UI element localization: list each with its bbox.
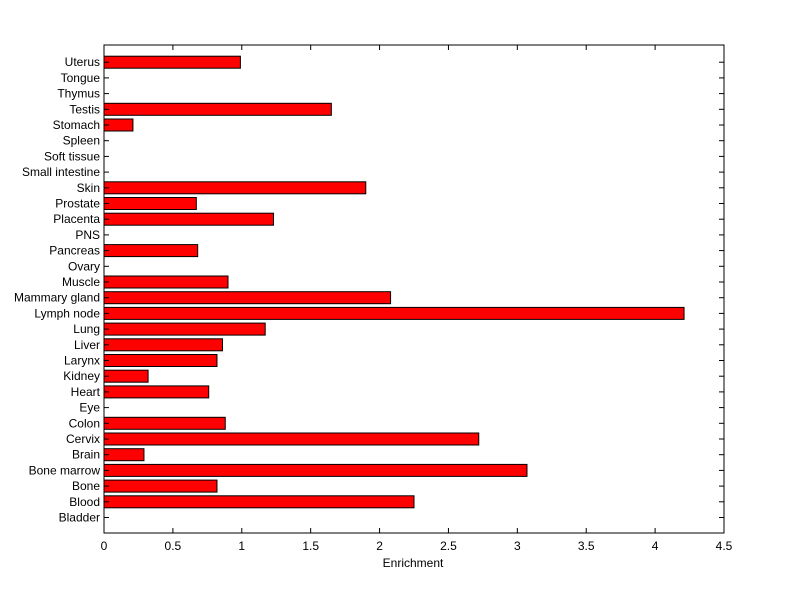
x-tick-label: 3.5 bbox=[578, 539, 595, 553]
x-tick-label: 1 bbox=[238, 539, 245, 553]
plot-frame bbox=[103, 44, 725, 534]
category-label: Spleen bbox=[63, 134, 100, 148]
bar-mammary-gland bbox=[103, 291, 392, 305]
bar-lung bbox=[103, 322, 266, 336]
category-label: Blood bbox=[69, 495, 100, 509]
category-label: Pancreas bbox=[49, 244, 100, 258]
category-label: Uterus bbox=[65, 55, 100, 69]
category-label: Brain bbox=[72, 448, 100, 462]
x-axis-label: Enrichment bbox=[383, 556, 444, 570]
category-label: Tongue bbox=[61, 71, 101, 85]
category-label: Eye bbox=[79, 401, 100, 415]
category-label: Muscle bbox=[62, 275, 100, 289]
category-label: Mammary gland bbox=[14, 291, 100, 305]
category-label: Skin bbox=[77, 181, 100, 195]
bar-kidney bbox=[103, 369, 149, 383]
category-label: Stomach bbox=[53, 118, 100, 132]
category-label: Prostate bbox=[55, 197, 100, 211]
ticks-layer bbox=[103, 45, 725, 533]
category-label: Bladder bbox=[59, 511, 100, 525]
category-label: Small intestine bbox=[22, 165, 100, 179]
bar-bone-marrow bbox=[103, 463, 528, 477]
category-label: Thymus bbox=[57, 87, 100, 101]
bar-skin bbox=[103, 181, 367, 195]
category-label: Kidney bbox=[63, 369, 100, 383]
category-label: PNS bbox=[75, 228, 100, 242]
bar-placenta bbox=[103, 212, 274, 226]
category-label: Lung bbox=[73, 322, 100, 336]
category-label: Liver bbox=[74, 338, 100, 352]
category-label: Ovary bbox=[68, 259, 100, 273]
bar-muscle bbox=[103, 275, 229, 289]
category-label: Heart bbox=[71, 385, 101, 399]
x-tick-label: 0 bbox=[101, 539, 108, 553]
x-tick-label: 4.5 bbox=[716, 539, 733, 553]
x-tick-label: 1.5 bbox=[302, 539, 319, 553]
bar-larynx bbox=[103, 354, 218, 367]
category-label: Bone marrow bbox=[29, 463, 101, 477]
bar-uterus bbox=[103, 55, 241, 69]
category-label: Larynx bbox=[64, 354, 100, 368]
x-tick-label: 2.5 bbox=[440, 539, 457, 553]
category-label: Testis bbox=[69, 102, 100, 116]
bars-layer bbox=[103, 55, 685, 509]
bar-brain bbox=[103, 448, 145, 462]
category-label: Placenta bbox=[53, 212, 100, 226]
category-label: Lymph node bbox=[34, 306, 100, 320]
bar-bone bbox=[103, 479, 218, 493]
x-tick-label: 4 bbox=[652, 539, 659, 553]
bar-heart bbox=[103, 385, 210, 399]
bar-lymph-node bbox=[103, 306, 685, 320]
bar-colon bbox=[103, 416, 226, 430]
category-label: Soft tissue bbox=[44, 149, 100, 163]
bar-blood bbox=[103, 495, 415, 509]
category-label: Colon bbox=[69, 416, 100, 430]
bar-prostate bbox=[103, 197, 197, 210]
bar-liver bbox=[103, 338, 223, 352]
x-tick-label: 3 bbox=[514, 539, 521, 553]
bar-pancreas bbox=[103, 244, 199, 258]
category-label: Cervix bbox=[66, 432, 100, 446]
bar-testis bbox=[103, 102, 332, 116]
category-label: Bone bbox=[72, 479, 100, 493]
x-tick-label: 0.5 bbox=[165, 539, 182, 553]
x-tick-labels: 0 0.5 1 1.5 2 2.5 3 3.5 4 4.5 bbox=[101, 539, 733, 553]
x-tick-label: 2 bbox=[376, 539, 383, 553]
bar-cervix bbox=[103, 432, 480, 446]
